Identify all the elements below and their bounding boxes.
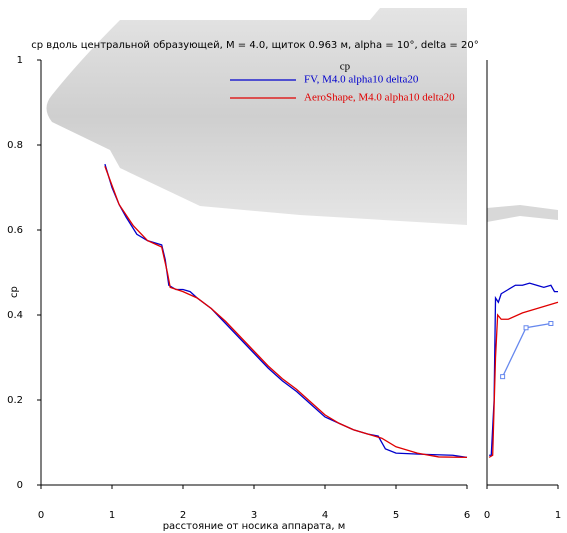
x-tick-label: 4 — [322, 510, 328, 521]
data-point — [523, 325, 529, 331]
y-tick-label: 0.6 — [7, 225, 23, 236]
data-line — [488, 301, 559, 458]
x-tick-label: 1 — [109, 510, 115, 521]
vehicle-shape — [46, 8, 467, 225]
data-line — [489, 282, 558, 456]
legend-title: cp — [340, 61, 351, 73]
data-line — [104, 166, 468, 459]
y-tick-label: 0.4 — [7, 310, 23, 321]
x-tick-label: 0 — [38, 510, 44, 521]
y-tick-label: 1 — [17, 55, 23, 66]
y-tick-label: 0.8 — [7, 140, 23, 151]
data-point — [500, 374, 506, 380]
x-tick-label: 5 — [393, 510, 399, 521]
x-tick-label: 2 — [180, 510, 186, 521]
x-axis-label: расстояние от носика аппарата, м — [163, 521, 346, 532]
x-tick-label: 0 — [484, 510, 490, 521]
chart-title: cp вдоль центральной образующей, M = 4.0… — [31, 40, 478, 51]
legend-label: FV, M4.0 alpha10 delta20 — [304, 74, 419, 86]
x-tick-label: 3 — [251, 510, 257, 521]
vehicle-shape-tail — [487, 205, 558, 222]
y-tick-label: 0.2 — [7, 395, 23, 406]
data-line — [502, 322, 552, 377]
y-tick-label: 0 — [17, 480, 23, 491]
x-tick-label: 1 — [555, 510, 561, 521]
y-axis-label: cp — [9, 286, 20, 298]
data-point — [548, 321, 554, 326]
legend-label: AeroShape, M4.0 alpha10 delta20 — [304, 92, 455, 104]
x-tick-label: 6 — [464, 510, 470, 521]
